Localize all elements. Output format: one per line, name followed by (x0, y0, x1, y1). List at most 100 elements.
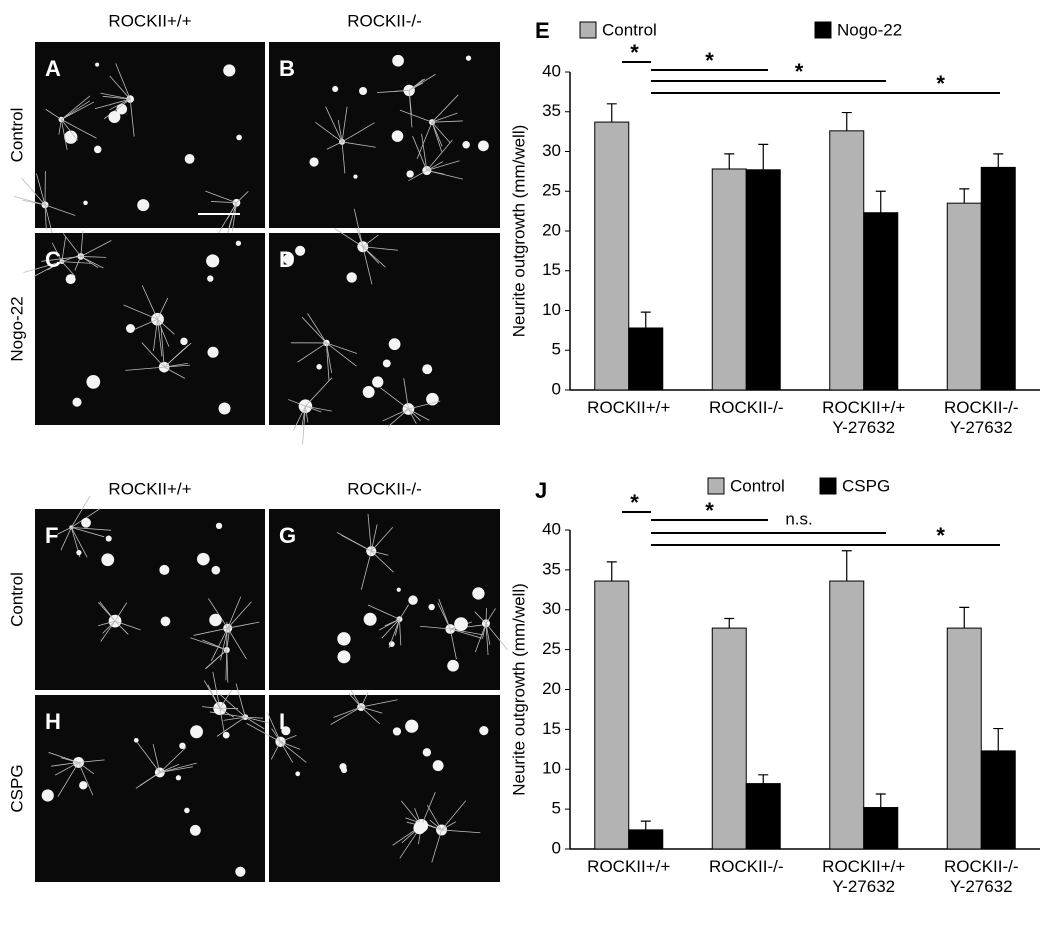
bar (711, 168, 747, 391)
neurite (219, 708, 225, 733)
neurite (431, 112, 458, 123)
cell (382, 359, 391, 368)
neurite (341, 106, 348, 142)
error-bar (724, 617, 735, 629)
neurite (56, 527, 72, 535)
neurite (450, 628, 484, 636)
bar (628, 327, 664, 391)
neurite (408, 408, 430, 421)
neurite (245, 716, 265, 730)
neurite (98, 620, 116, 627)
neurite (157, 319, 170, 347)
neurite (57, 762, 79, 797)
panel-label: J (535, 478, 547, 503)
cell (64, 130, 78, 144)
significance-label: n.s. (785, 509, 812, 528)
neurite (301, 406, 306, 426)
neurite (152, 743, 161, 773)
neurite (371, 550, 389, 556)
neurite (74, 256, 82, 271)
significance-label: * (705, 498, 714, 523)
neurite (212, 671, 221, 709)
legend-label: CSPG (842, 476, 890, 495)
neurite (123, 304, 158, 320)
neurite (297, 342, 327, 363)
legend-label: Nogo-22 (837, 20, 902, 39)
neurite (223, 716, 246, 721)
bar (711, 627, 747, 850)
neurite (362, 246, 380, 264)
neurite (235, 683, 246, 718)
neurite (58, 119, 62, 135)
neurite (337, 119, 343, 142)
neurite (361, 706, 383, 714)
neurite (61, 119, 97, 139)
neurite (210, 628, 229, 662)
neurite (208, 598, 229, 629)
y-tick-label: 30 (542, 141, 561, 160)
neurite (334, 228, 364, 248)
neurite (408, 170, 428, 182)
neurite (362, 246, 398, 251)
cell (353, 174, 358, 179)
cell (65, 274, 76, 285)
neurite (341, 141, 376, 148)
neurite (61, 95, 91, 120)
cell (359, 86, 368, 95)
cell (391, 130, 404, 142)
bar (628, 829, 664, 850)
neurite (441, 821, 456, 831)
neurite (236, 191, 249, 204)
cell (105, 535, 112, 542)
neurite (245, 716, 264, 719)
cell (309, 157, 319, 167)
x-tick-label-line: ROCKII+/+ (822, 398, 905, 417)
cell (462, 140, 470, 149)
neurite (225, 649, 228, 681)
neurite (426, 170, 464, 180)
error-bar (606, 103, 617, 123)
error-bar (841, 111, 852, 131)
neurite (226, 627, 231, 651)
column-header: ROCKII-/- (347, 479, 422, 498)
error-bar (875, 190, 886, 213)
neurite (216, 716, 246, 737)
neurite (61, 119, 78, 141)
cell (235, 240, 242, 246)
neurite (326, 342, 333, 374)
error-bar (875, 793, 886, 808)
neurite (78, 762, 95, 775)
cell (405, 719, 419, 733)
neurite (302, 406, 306, 445)
cell (422, 748, 432, 757)
neurite (293, 405, 306, 431)
neurite (163, 344, 189, 368)
neurite (219, 689, 233, 709)
neurite (348, 693, 362, 708)
neurite (399, 109, 433, 123)
column-header: ROCKII-/- (347, 11, 422, 30)
neurite (432, 120, 463, 123)
neurite (326, 342, 330, 381)
bar (863, 212, 899, 391)
cell (478, 140, 489, 152)
neurite (102, 95, 131, 100)
neurite (219, 708, 235, 718)
error-bar (640, 820, 651, 830)
significance-label: * (630, 40, 639, 65)
cell (235, 866, 246, 877)
legend-label: Control (730, 476, 785, 495)
neurite (394, 90, 410, 92)
neurite (157, 318, 175, 335)
x-tick-label: ROCKII+/+ Y-27632 (822, 398, 905, 437)
cell (101, 553, 115, 567)
error-bar (993, 153, 1004, 168)
cell (190, 725, 203, 739)
panel-letter: C (45, 247, 61, 272)
neurite (159, 766, 193, 773)
cell (207, 275, 214, 282)
neurite (61, 261, 92, 264)
neurite (78, 759, 105, 763)
y-tick-label: 0 (552, 838, 561, 857)
y-tick-label: 0 (552, 379, 561, 398)
